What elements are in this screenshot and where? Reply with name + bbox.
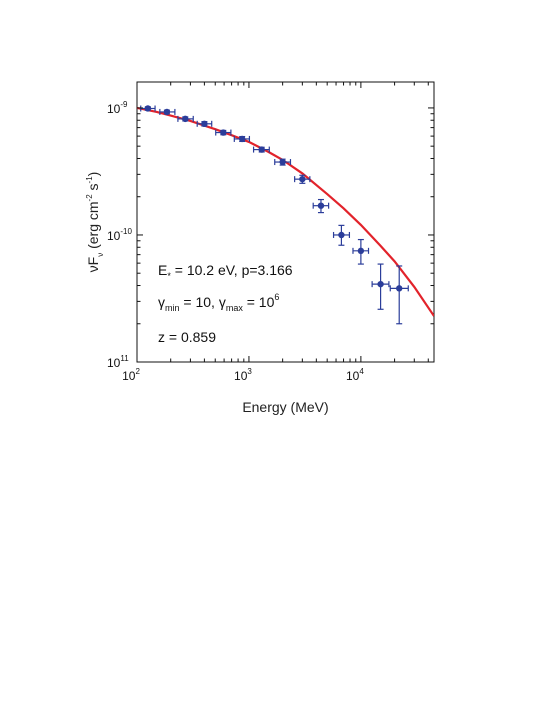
data-point — [196, 120, 213, 128]
data-marker — [258, 146, 265, 153]
annotation-line: z = 0.859 — [158, 329, 216, 345]
data-marker — [317, 202, 325, 209]
data-marker — [338, 231, 345, 239]
y-tick-label: 1011 — [107, 354, 129, 370]
y-tick-label: 10-10 — [107, 227, 132, 243]
data-marker — [396, 285, 403, 292]
annotation-line: γmin = 10, γmax = 106 — [158, 292, 279, 313]
data-point — [274, 158, 292, 166]
data-marker — [357, 247, 365, 255]
data-point — [332, 224, 351, 246]
data-marker — [238, 135, 246, 143]
plot-frame — [136, 81, 435, 363]
data-point — [252, 146, 270, 153]
data-point — [140, 105, 156, 112]
data-point — [389, 265, 409, 325]
data-marker — [377, 280, 384, 288]
data-marker — [201, 120, 208, 128]
data-marker — [299, 175, 306, 183]
data-marker — [144, 105, 152, 112]
data-point — [215, 129, 232, 136]
data-point — [294, 174, 311, 184]
x-tick-label: 102 — [122, 367, 140, 383]
x-tick-label: 104 — [346, 367, 364, 383]
data-point — [352, 238, 370, 265]
y-tick-label: 10-9 — [107, 100, 128, 116]
x-axis-title: Energy (MeV) — [242, 399, 328, 415]
annotation-line: E* = 10.2 eV, p=3.166 — [158, 262, 293, 281]
y-axis-title: νFν (erg cm-2 s-1) — [85, 172, 105, 273]
data-point — [312, 198, 330, 214]
x-tick-label: 103 — [234, 367, 252, 383]
data-point — [177, 115, 194, 123]
data-point — [371, 263, 390, 310]
data-point — [233, 135, 251, 143]
data-marker — [163, 108, 171, 116]
data-marker — [279, 158, 286, 166]
data-marker — [220, 129, 227, 136]
data-marker — [182, 115, 189, 123]
data-point — [159, 108, 176, 116]
